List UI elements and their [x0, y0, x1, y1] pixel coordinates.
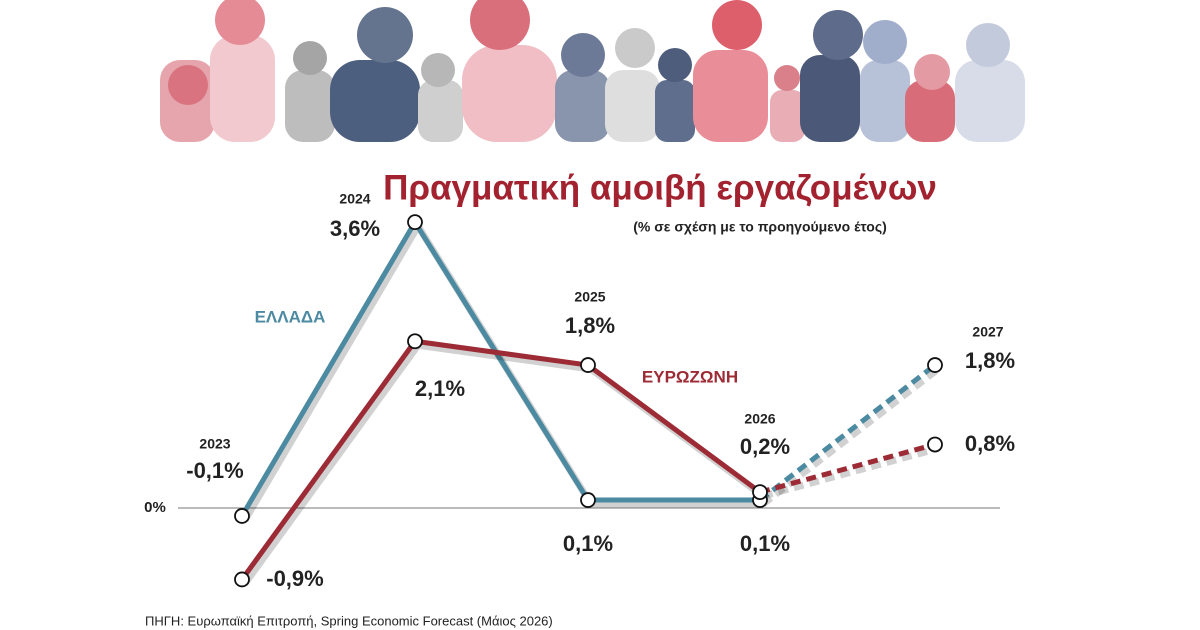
value-label: -0,9% [266, 566, 323, 591]
data-point [927, 357, 943, 373]
value-label: 1,8% [965, 348, 1015, 373]
data-point [580, 492, 596, 508]
data-point [927, 436, 943, 453]
value-label: 2,1% [415, 376, 465, 401]
value-label: 0,1% [740, 531, 790, 556]
value-label: 1,8% [565, 313, 615, 338]
value-label: 3,6% [330, 216, 380, 241]
x-category-label: 2024 [339, 191, 370, 207]
x-category-label: 2025 [574, 289, 605, 305]
line-shadow [762, 445, 939, 500]
data-point [234, 571, 250, 588]
x-category-label: 2023 [199, 436, 230, 452]
value-label: 0,1% [563, 531, 613, 556]
series-label: ΕΥΡΩΖΩΝΗ [642, 367, 738, 386]
value-label: 0,8% [965, 431, 1015, 456]
x-category-label: 2026 [744, 411, 775, 427]
forecast-line [758, 363, 937, 503]
series-line [239, 219, 760, 518]
series-line [239, 338, 762, 581]
chart-subtitle: (% σε σχέση με το προηγούμενο έτος) [633, 219, 887, 235]
data-point [234, 508, 250, 524]
people-illustration [160, 0, 1025, 142]
forecast-line [759, 442, 936, 495]
series-label: ΕΛΛΑΔΑ [255, 307, 326, 326]
data-point [752, 484, 768, 501]
chart-title: Πραγματική αμοιβή εργαζομένων [383, 168, 937, 207]
value-label: 0,2% [740, 434, 790, 459]
value-label: -0,1% [186, 458, 243, 483]
data-point [407, 214, 423, 231]
x-category-label: 2027 [972, 324, 1003, 340]
data-point [580, 357, 596, 373]
data-point [407, 333, 423, 350]
y-tick-label: 0% [144, 499, 166, 516]
source: ΠΗΓΗ: Ευρωπαϊκή Επιτροπή, Spring Economi… [145, 613, 553, 628]
